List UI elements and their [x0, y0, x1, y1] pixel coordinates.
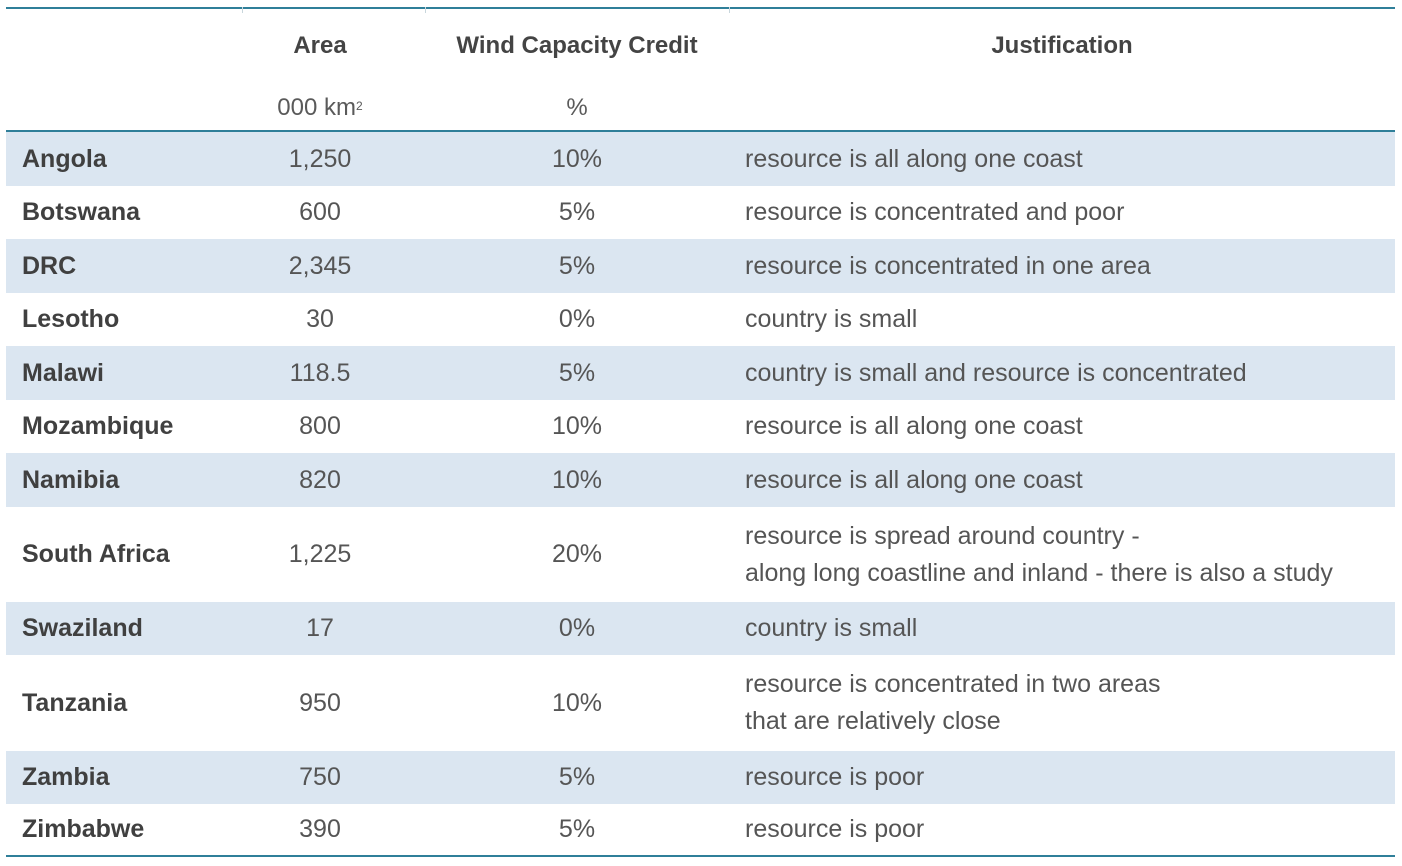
- area-cell: 800: [299, 412, 341, 440]
- area-unit: 000 km 2: [218, 93, 422, 123]
- country-cell: Angola: [22, 144, 107, 173]
- table-row: Tanzania 950 10% resource is concentrate…: [6, 655, 1395, 751]
- table-row: Namibia 820 10% resource is all along on…: [6, 453, 1395, 507]
- country-cell: Mozambique: [22, 412, 174, 440]
- table-row: Zambia 750 5% resource is poor: [6, 751, 1395, 804]
- justification-line: resource is concentrated and poor: [745, 198, 1125, 226]
- area-cell: 118.5: [289, 358, 351, 387]
- country-cell: Swaziland: [22, 614, 143, 642]
- header-rule: [6, 130, 1395, 132]
- country-cell: Botswana: [22, 198, 141, 226]
- area-unit-text: 000 km: [277, 94, 356, 121]
- credit-cell: 5%: [558, 251, 596, 280]
- area-cell: 750: [299, 763, 341, 791]
- credit-cell: 20%: [551, 540, 603, 568]
- country-cell: Zambia: [22, 763, 110, 791]
- area-cell: 30: [306, 305, 334, 333]
- justification-line: country is small and resource is concent…: [745, 358, 1247, 387]
- area-cell: 820: [299, 465, 341, 494]
- area-cell: 2,345: [288, 251, 352, 280]
- justification-header: Justification: [991, 32, 1133, 59]
- wind-unit: %: [566, 94, 588, 121]
- table-row: DRC 2,345 5% resource is concentrated in…: [6, 239, 1395, 293]
- justification-line: resource is poor: [745, 815, 925, 843]
- units-row: 000 km 2 %: [6, 93, 1395, 123]
- table-row: Zimbabwe 390 5% resource is poor: [6, 804, 1395, 855]
- justification-line: resource is all along one coast: [745, 465, 1083, 494]
- justification-cell: resource is all along one coast: [745, 132, 1385, 186]
- table-row: Mozambique 800 10% resource is all along…: [6, 400, 1395, 453]
- justification-line: resource is poor: [745, 763, 925, 791]
- table-top-rule: [6, 7, 1395, 9]
- justification-cell: resource is all along one coast: [745, 453, 1385, 507]
- justification-line: resource is concentrated in two areas: [745, 670, 1161, 698]
- country-cell: DRC: [22, 251, 77, 280]
- country-cell: Zimbabwe: [22, 815, 145, 843]
- area-cell: 600: [299, 198, 341, 226]
- credit-cell: 10%: [551, 688, 603, 717]
- credit-cell: 5%: [558, 815, 596, 843]
- justification-line: resource is all along one coast: [745, 144, 1083, 173]
- justification-cell: resource is all along one coast: [745, 400, 1385, 453]
- column-tick: [425, 7, 426, 13]
- table-row: Angola 1,250 10% resource is all along o…: [6, 132, 1395, 186]
- credit-cell: 0%: [558, 614, 596, 642]
- justification-line: resource is all along one coast: [745, 412, 1083, 440]
- justification-cell: resource is concentrated in one area: [745, 239, 1385, 293]
- country-cell: South Africa: [22, 540, 170, 568]
- table-row: Swaziland 17 0% country is small: [6, 602, 1395, 655]
- area-cell: 1,250: [288, 144, 352, 173]
- wind-capacity-credit-header: Wind Capacity Credit: [456, 32, 698, 59]
- justification-line: that are relatively close: [745, 707, 1001, 735]
- credit-cell: 5%: [558, 763, 596, 791]
- area-cell: 950: [299, 688, 341, 717]
- justification-line: along long coastline and inland - there …: [745, 558, 1333, 587]
- country-cell: Malawi: [22, 358, 104, 387]
- area-header: Area: [293, 32, 347, 59]
- table-row: Malawi 118.5 5% country is small and res…: [6, 346, 1395, 400]
- country-cell: Tanzania: [22, 688, 128, 717]
- justification-line: country is small: [745, 614, 918, 642]
- justification-cell: resource is concentrated in two areas tha…: [745, 655, 1385, 751]
- justification-cell: resource is spread around country - along…: [745, 507, 1385, 602]
- credit-cell: 10%: [551, 412, 603, 440]
- area-cell: 390: [299, 815, 341, 843]
- justification-line: country is small: [745, 305, 918, 333]
- justification-line: resource is spread around country -: [745, 521, 1140, 550]
- justification-cell: country is small: [745, 602, 1385, 655]
- header-row: Area Wind Capacity Credit Justification: [6, 29, 1395, 63]
- area-unit-superscript: 2: [356, 99, 363, 113]
- table-row: Botswana 600 5% resource is concentrated…: [6, 186, 1395, 239]
- justification-cell: resource is poor: [745, 751, 1385, 804]
- table-row: Lesotho 30 0% country is small: [6, 293, 1395, 346]
- area-cell: 1,225: [288, 540, 352, 568]
- table-bottom-rule: [6, 855, 1395, 857]
- justification-cell: country is small: [745, 293, 1385, 346]
- credit-cell: 10%: [551, 465, 603, 494]
- country-cell: Lesotho: [22, 305, 120, 333]
- justification-line: resource is concentrated in one area: [745, 251, 1151, 280]
- justification-cell: resource is poor: [745, 804, 1385, 855]
- column-tick: [242, 7, 243, 13]
- table-row: South Africa 1,225 20% resource is sprea…: [6, 507, 1395, 602]
- column-tick: [729, 7, 730, 13]
- justification-cell: resource is concentrated and poor: [745, 186, 1385, 239]
- area-cell: 17: [306, 614, 334, 642]
- credit-cell: 5%: [558, 358, 596, 387]
- credit-cell: 0%: [558, 305, 596, 333]
- credit-cell: 10%: [551, 144, 603, 173]
- country-cell: Namibia: [22, 465, 120, 494]
- credit-cell: 5%: [558, 198, 596, 226]
- justification-cell: country is small and resource is concent…: [745, 346, 1385, 400]
